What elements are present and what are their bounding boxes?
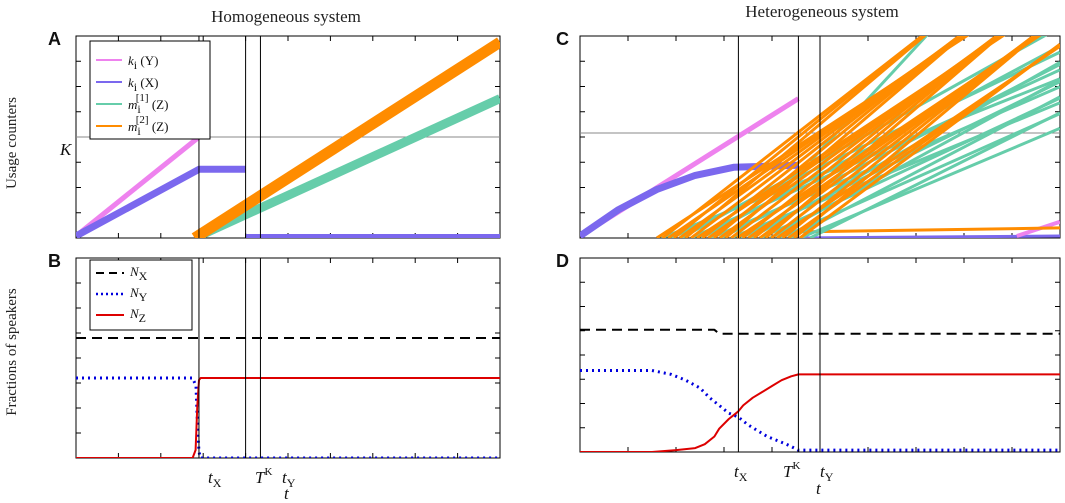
series-line-m-i-2-z-bundle: [798, 43, 1060, 238]
panel-letter-b: B: [48, 251, 61, 271]
legend-label-mi2-z: mi[2] (Z): [128, 114, 168, 138]
panel-d-fractions: [579, 257, 1061, 453]
time-ticks-b: tX TK tY t: [208, 466, 296, 503]
panel-a-usage-counters: [75, 35, 501, 239]
tick-label-ty-b: tY: [282, 468, 296, 490]
series-line-k-i-x: [580, 161, 799, 238]
legend-usage-counters: ki (Y) ki (X) mi[1] (Z) mi[2] (Z): [89, 40, 211, 140]
x-axis-label-t-b: t: [284, 484, 290, 503]
series-line-m-i-2-z-bundle: [718, 36, 1000, 238]
series-line-m-i-2-z-slow: [800, 226, 1060, 234]
series-line-n-x: [580, 328, 1060, 335]
series-line-m-i-1-z-bundle: [809, 111, 1060, 238]
series-line-m-i-2-z: [191, 37, 500, 238]
series-line-m-i-2-z-bundle: [690, 36, 962, 238]
panel-b-fractions: [75, 257, 501, 459]
k-threshold-label-a: K: [59, 140, 73, 159]
legend-label-nz: NZ: [129, 306, 146, 325]
legend-label-nx: NX: [129, 264, 148, 283]
panel-letter-a: A: [48, 29, 61, 49]
series-line-m-i-2-z-bundle: [684, 36, 927, 238]
y-label-fractions-of-speakers: Fractions of speakers: [4, 288, 20, 416]
series-line-m-i-2-z-bundle: [764, 36, 1002, 238]
x-axis-label-t-d: t: [816, 479, 822, 498]
tick-label-tk-d: TK: [783, 460, 800, 481]
series-line-m-i-2-z-bundle: [724, 36, 965, 238]
time-ticks-d: tX TK tY t: [734, 460, 834, 498]
series-line-m-i-2-z-bundle: [707, 36, 1002, 238]
series-line-m-i-2-z-bundle: [793, 36, 1038, 238]
tick-label-tk-b: TK: [255, 466, 272, 487]
series-line-m-i-1-z-bundle: [769, 78, 1060, 238]
legend-label-ki-y: ki (Y): [128, 53, 158, 72]
plot-area: [76, 337, 500, 458]
left-column-title: Homogeneous system: [211, 7, 361, 26]
series-line-k-i-y: [76, 135, 201, 238]
legend-label-ki-x: ki (X): [128, 75, 158, 94]
tick-label-ty-d: tY: [820, 462, 834, 484]
series-line-m-i-2-z-bundle: [678, 36, 963, 238]
series-line-m-i-2-z-bundle: [661, 36, 925, 238]
series-line-n-y: [580, 369, 1060, 452]
series-line-k-i-x-after-reset: [798, 234, 1060, 238]
series-line-m-i-2-z-bundle: [753, 36, 1001, 238]
panel-letter-d: D: [556, 251, 569, 271]
plot-area: [580, 36, 1060, 238]
panel-letter-c: C: [556, 29, 569, 49]
tick-label-tx-b: tX: [208, 468, 222, 490]
legend-label-ny: NY: [129, 285, 148, 304]
right-column-title: Heterogeneous system: [745, 2, 898, 21]
series-line-n-z: [76, 377, 500, 458]
series-line-m-i-2-z-bundle: [701, 36, 962, 238]
y-label-usage-counters: Usage counters: [4, 97, 20, 189]
tick-label-tx-d: tX: [734, 462, 748, 484]
legend-fractions: NX NY NZ: [89, 259, 193, 331]
series-line-m-i-2-z-bundle: [741, 36, 1000, 238]
series-line-m-i-2-z-bundle: [730, 36, 999, 238]
panel-c-usage-counters: [579, 35, 1061, 239]
legend-label-mi1-z: mi[1] (Z): [128, 92, 168, 116]
series-line-m-i-2-z-bundle: [713, 36, 963, 238]
series-line-m-i-1-z-bundle: [789, 95, 1060, 238]
series-line-n-y: [76, 376, 500, 458]
